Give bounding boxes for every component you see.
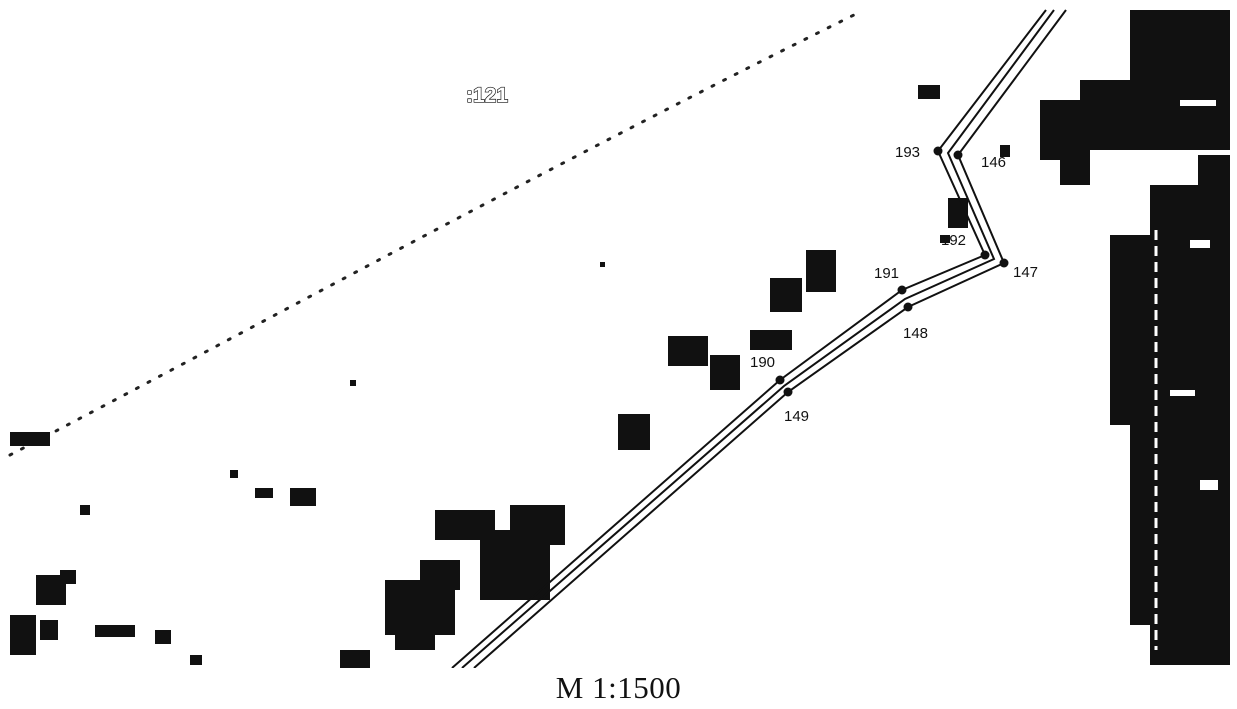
boundary-point-191 — [897, 285, 907, 295]
building-blobs — [10, 80, 1140, 668]
boundary-point-190 — [775, 375, 785, 385]
boundary-point-192 — [980, 250, 990, 260]
point-label-191: 191 — [874, 265, 899, 282]
point-label-192: 192 — [941, 232, 966, 249]
boundary-point-147 — [999, 258, 1009, 268]
point-label-193: 193 — [895, 144, 920, 161]
point-label-147: 147 — [1013, 264, 1038, 281]
boundary-point-149 — [783, 387, 793, 397]
boundary-point-193 — [933, 146, 943, 156]
point-label-148: 148 — [903, 325, 928, 342]
boundary-point-146 — [953, 150, 963, 160]
parcel-label: :121 — [466, 84, 508, 107]
dense-built-area — [1110, 10, 1230, 665]
map-scale: M 1:1500 — [555, 670, 682, 705]
point-label-146: 146 — [981, 154, 1006, 171]
point-label-149: 149 — [784, 408, 809, 425]
parcel-boundary — [451, 9, 1067, 668]
boundary-point-148 — [903, 302, 913, 312]
dotted-boundary-line — [8, 10, 862, 457]
cadastral-map: 193 146 192 147 191 148 190 149 :121 — [8, 9, 1230, 668]
built-area-highlights — [1170, 100, 1218, 490]
point-label-190: 190 — [750, 354, 775, 371]
boundary-point-markers — [775, 146, 1009, 397]
